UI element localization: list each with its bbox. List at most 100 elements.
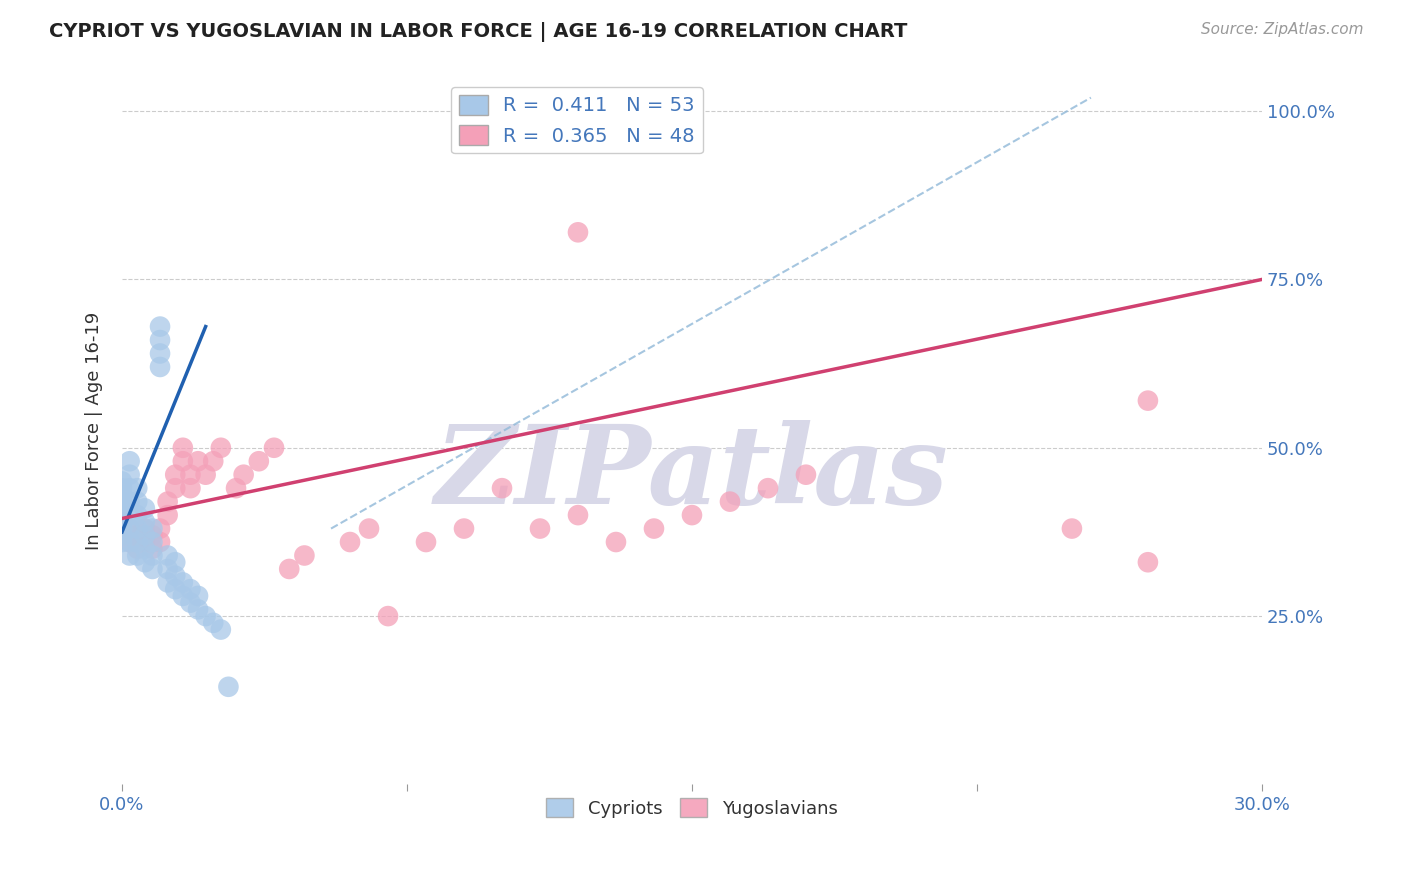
Point (118, 508, 141, 522)
Point (127, 508, 149, 522)
Point (149, 522, 172, 536)
Point (111, 508, 134, 522)
Point (1060, 522, 1083, 536)
Point (605, 535, 627, 549)
Point (127, 481, 149, 495)
Point (134, 522, 156, 536)
Point (187, 454, 209, 468)
Point (165, 467, 187, 482)
Point (567, 225, 589, 239)
Point (202, 615, 225, 630)
Point (111, 522, 134, 536)
Point (453, 522, 475, 536)
Text: ZIPatlas: ZIPatlas (434, 419, 949, 527)
Point (118, 467, 141, 482)
Point (194, 467, 217, 482)
Point (209, 623, 232, 637)
Point (357, 522, 380, 536)
Point (141, 528, 163, 542)
Point (118, 522, 141, 536)
Point (217, 680, 239, 694)
Point (134, 535, 156, 549)
Point (194, 609, 217, 624)
Point (141, 562, 163, 576)
Point (529, 522, 551, 536)
Point (141, 535, 163, 549)
Point (118, 481, 141, 495)
Point (1136, 393, 1159, 408)
Point (134, 555, 156, 569)
Point (172, 441, 194, 455)
Point (165, 568, 187, 582)
Text: Source: ZipAtlas.com: Source: ZipAtlas.com (1201, 22, 1364, 37)
Point (187, 602, 209, 616)
Point (149, 359, 172, 374)
Point (118, 549, 141, 563)
Point (491, 481, 513, 495)
Point (179, 596, 201, 610)
Point (156, 575, 179, 590)
Point (118, 535, 141, 549)
Point (141, 549, 163, 563)
Text: CYPRIOT VS YUGOSLAVIAN IN LABOR FORCE | AGE 16-19 CORRELATION CHART: CYPRIOT VS YUGOSLAVIAN IN LABOR FORCE | … (49, 22, 908, 42)
Point (111, 488, 134, 502)
Point (643, 522, 665, 536)
Point (756, 481, 779, 495)
Point (127, 535, 149, 549)
Point (172, 575, 194, 590)
Point (179, 582, 201, 596)
Point (415, 535, 437, 549)
Point (111, 528, 134, 542)
Point (1136, 555, 1159, 569)
Point (118, 454, 141, 468)
Point (111, 475, 134, 489)
Point (232, 467, 254, 482)
Point (339, 535, 361, 549)
Point (377, 609, 399, 624)
Point (111, 515, 134, 529)
Point (156, 494, 179, 508)
Point (187, 589, 209, 603)
Point (134, 541, 156, 556)
Point (134, 528, 156, 542)
Point (141, 541, 163, 556)
Point (149, 535, 172, 549)
Point (172, 589, 194, 603)
Point (263, 441, 285, 455)
Point (127, 494, 149, 508)
Point (127, 528, 149, 542)
Point (127, 549, 149, 563)
Point (134, 501, 156, 516)
Point (156, 508, 179, 522)
Point (179, 481, 201, 495)
Point (111, 515, 134, 529)
Point (247, 454, 270, 468)
Point (111, 535, 134, 549)
Point (294, 549, 316, 563)
Point (111, 501, 134, 516)
Point (681, 508, 703, 522)
Point (127, 522, 149, 536)
Point (127, 541, 149, 556)
Point (165, 481, 187, 495)
Point (794, 467, 817, 482)
Point (118, 494, 141, 508)
Point (111, 494, 134, 508)
Point (149, 333, 172, 347)
Point (134, 515, 156, 529)
Point (278, 562, 301, 576)
Point (149, 319, 172, 334)
Y-axis label: In Labor Force | Age 16-19: In Labor Force | Age 16-19 (86, 312, 103, 550)
Point (202, 454, 225, 468)
Point (156, 562, 179, 576)
Point (567, 508, 589, 522)
Point (179, 467, 201, 482)
Point (165, 555, 187, 569)
Point (718, 494, 741, 508)
Point (156, 549, 179, 563)
Point (209, 441, 232, 455)
Point (225, 481, 247, 495)
Point (111, 528, 134, 542)
Point (118, 522, 141, 536)
Point (111, 481, 134, 495)
